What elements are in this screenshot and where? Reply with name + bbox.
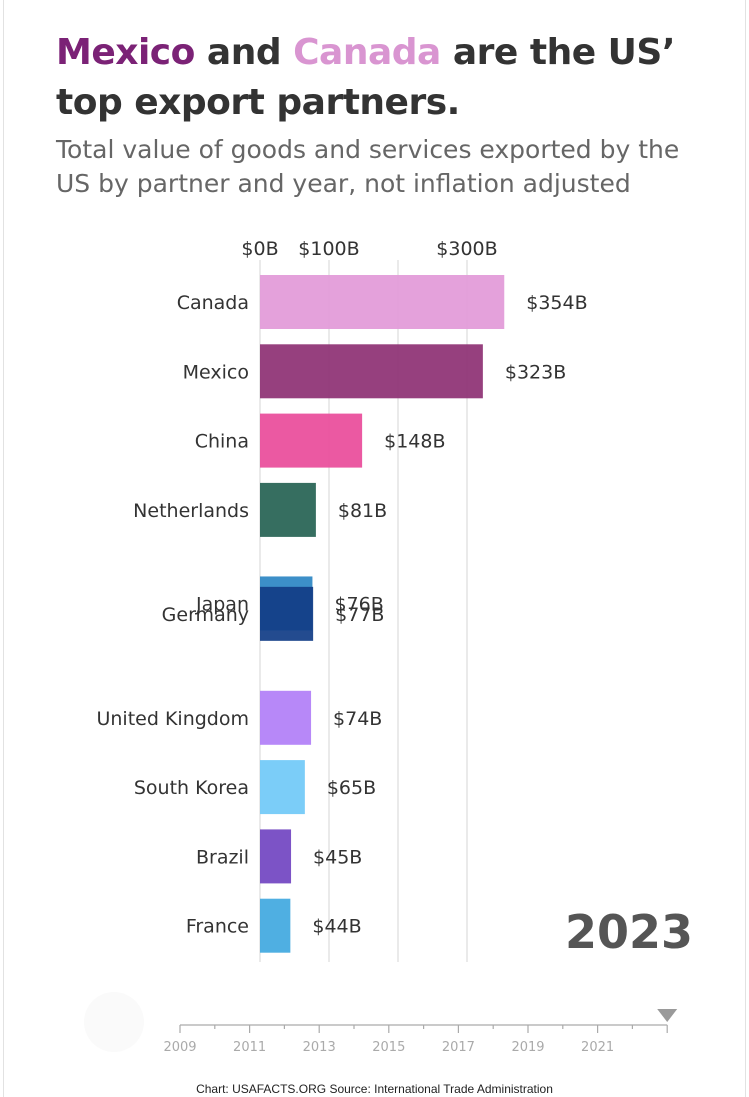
category-label: Germany — [162, 604, 249, 626]
chart-subtitle: Total value of goods and services export… — [56, 135, 680, 198]
bar-chart: $0B $100B $300B Canada $354B Mexico $323B China… — [96, 238, 588, 962]
value-label: $148B — [384, 431, 445, 453]
timeline-year-label: 2009 — [163, 1040, 196, 1055]
current-year-label: 2023 — [564, 905, 693, 959]
value-label: $76B — [334, 593, 383, 615]
timeline-year-label: 2013 — [303, 1040, 336, 1055]
value-label: $354B — [526, 292, 587, 314]
category-label: China — [195, 431, 249, 453]
chart-source-footer: Chart: USAFACTS.ORG Source: Internationa… — [196, 1082, 553, 1096]
value-label: $65B — [327, 777, 376, 799]
category-label: South Korea — [134, 777, 249, 799]
timeline-year-label: 2011 — [233, 1040, 266, 1055]
bar-china — [260, 413, 363, 468]
chart-title: Mexico and Canada are the US’ top export… — [56, 28, 716, 128]
bar-united-kingdom — [260, 690, 312, 745]
x-tick-label: $300B — [436, 238, 497, 260]
title-connector: and — [194, 32, 294, 73]
value-label: $74B — [333, 708, 382, 730]
title-canada: Canada — [293, 32, 441, 73]
category-label: France — [186, 916, 249, 938]
value-label: $77B — [335, 604, 384, 626]
timeline-year-label: 2015 — [372, 1040, 405, 1055]
category-label: Brazil — [196, 846, 249, 868]
category-label: Netherlands — [133, 500, 249, 522]
category-label: Japan — [195, 593, 249, 615]
bar-germany — [260, 586, 314, 641]
bar-brazil — [260, 829, 292, 884]
value-label: $44B — [312, 916, 361, 938]
timeline-year-label: 2017 — [442, 1040, 475, 1055]
value-label: $323B — [505, 361, 566, 383]
bar-france — [260, 898, 291, 953]
play-button[interactable] — [84, 992, 144, 1052]
bar-canada — [260, 275, 505, 329]
bar-netherlands — [260, 482, 316, 537]
category-label: United Kingdom — [96, 708, 249, 730]
value-label: $81B — [338, 500, 387, 522]
bar-mexico — [260, 344, 483, 399]
bar-south-korea — [260, 760, 305, 815]
year-timeline[interactable]: 2009 2011 2013 2015 2017 2019 2021 — [0, 1000, 749, 1070]
frame-left-border — [3, 0, 4, 1097]
timeline-handle[interactable] — [657, 1009, 678, 1022]
frame-right-border — [745, 0, 746, 1097]
title-mexico: Mexico — [56, 32, 195, 73]
category-label: Canada — [177, 292, 249, 314]
value-label: $45B — [313, 846, 362, 868]
timeline-year-label: 2019 — [511, 1040, 544, 1055]
title-rest: are the US’ top export partners. — [56, 32, 676, 123]
x-tick-label: $0B — [241, 238, 278, 260]
x-tick-label: $100B — [298, 238, 359, 260]
category-label: Mexico — [183, 361, 249, 383]
timeline-year-label: 2021 — [581, 1040, 614, 1055]
